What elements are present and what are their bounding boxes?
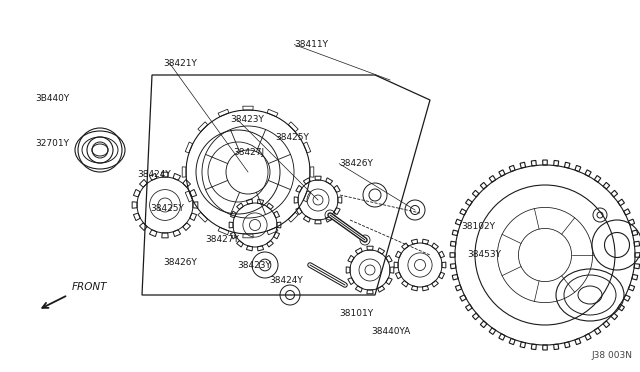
Text: 38102Y: 38102Y bbox=[461, 222, 495, 231]
Text: 38426Y: 38426Y bbox=[339, 159, 373, 168]
Text: 38427Y: 38427Y bbox=[205, 235, 239, 244]
Text: J38 003N: J38 003N bbox=[591, 351, 632, 360]
Text: 38411Y: 38411Y bbox=[294, 40, 328, 49]
Text: 3B440Y: 3B440Y bbox=[35, 94, 70, 103]
Text: 38425Y: 38425Y bbox=[275, 133, 309, 142]
Text: FRONT: FRONT bbox=[72, 282, 108, 292]
Text: 38424Y: 38424Y bbox=[269, 276, 303, 285]
Text: 38101Y: 38101Y bbox=[339, 309, 373, 318]
Text: 38426Y: 38426Y bbox=[163, 258, 197, 267]
Text: 38421Y: 38421Y bbox=[163, 59, 197, 68]
Text: 38427J: 38427J bbox=[234, 148, 265, 157]
Text: 38425Y: 38425Y bbox=[150, 204, 184, 213]
Text: 38423Y: 38423Y bbox=[237, 262, 271, 270]
Text: 38440YA: 38440YA bbox=[371, 327, 410, 336]
Text: 38424Y: 38424Y bbox=[138, 170, 172, 179]
Text: 32701Y: 32701Y bbox=[35, 139, 69, 148]
Text: 38453Y: 38453Y bbox=[467, 250, 501, 259]
Text: 38423Y: 38423Y bbox=[230, 115, 264, 124]
